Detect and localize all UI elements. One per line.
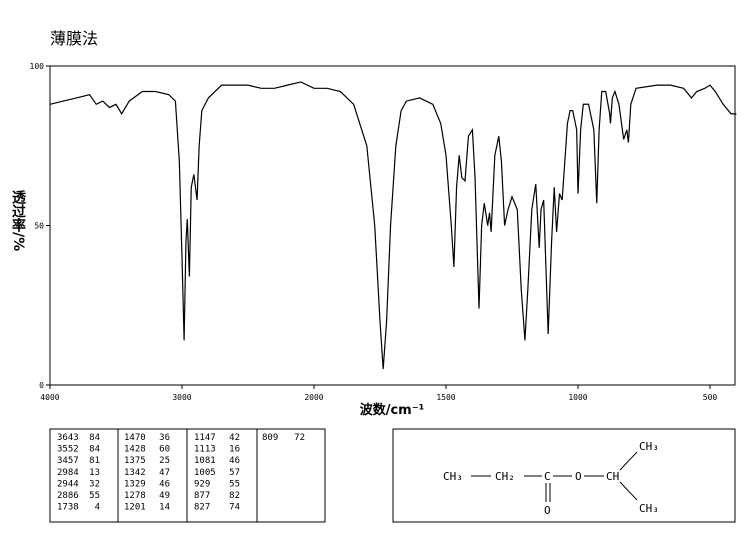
atom: CH₃ — [639, 502, 659, 515]
peak-wavenumber: 1428 — [124, 445, 146, 455]
peak-transmittance: 81 — [89, 456, 100, 466]
peak-wavenumber: 1147 — [194, 433, 216, 443]
peak-transmittance: 55 — [229, 479, 240, 489]
peak-transmittance: 4 — [95, 503, 100, 513]
peak-wavenumber: 1278 — [124, 491, 146, 501]
peak-transmittance: 60 — [159, 445, 170, 455]
atom: CH — [606, 470, 619, 483]
atom: O — [575, 470, 582, 483]
peak-wavenumber: 2984 — [57, 468, 79, 478]
peak-wavenumber: 809 — [262, 433, 278, 443]
x-tick-label: 3000 — [172, 393, 191, 402]
atom: CH₃ — [639, 440, 659, 453]
peak-wavenumber: 1081 — [194, 456, 216, 466]
atom: C — [544, 470, 551, 483]
y-axis-label: 透过率/% — [10, 190, 26, 251]
peak-transmittance: 46 — [229, 456, 240, 466]
y-tick-label: 100 — [30, 62, 45, 71]
plot-frame — [49, 65, 736, 386]
peak-transmittance: 46 — [159, 479, 170, 489]
peak-wavenumber: 877 — [194, 491, 210, 501]
peak-transmittance: 42 — [229, 433, 240, 443]
bond — [619, 451, 638, 471]
x-axis-label: 波数/cm⁻¹ — [360, 402, 425, 418]
peak-transmittance: 32 — [89, 479, 100, 489]
peak-transmittance: 74 — [229, 503, 240, 513]
x-tick-label: 1000 — [568, 393, 587, 402]
peak-wavenumber: 3457 — [57, 456, 79, 466]
peak-transmittance: 84 — [89, 445, 100, 455]
peak-transmittance: 16 — [229, 445, 240, 455]
peak-wavenumber: 1470 — [124, 433, 146, 443]
atom: O — [544, 504, 551, 517]
peak-wavenumber: 1005 — [194, 468, 216, 478]
peak-transmittance: 55 — [89, 491, 100, 501]
peak-wavenumber: 2944 — [57, 479, 79, 489]
peak-transmittance: 47 — [159, 468, 170, 478]
peak-wavenumber: 1113 — [194, 445, 216, 455]
peak-wavenumber: 1201 — [124, 503, 146, 513]
peak-transmittance: 82 — [229, 491, 240, 501]
peak-transmittance: 84 — [89, 433, 100, 443]
spectrum-line — [49, 81, 737, 370]
x-tick-label: 2000 — [304, 393, 323, 402]
y-tick-label: 0 — [39, 381, 44, 390]
structure-frame — [392, 428, 736, 523]
peak-wavenumber: 3552 — [57, 445, 79, 455]
peak-wavenumber: 3643 — [57, 433, 79, 443]
peak-transmittance: 25 — [159, 456, 170, 466]
peak-transmittance: 13 — [89, 468, 100, 478]
peak-wavenumber: 2886 — [57, 491, 79, 501]
peak-wavenumber: 1375 — [124, 456, 146, 466]
y-tick-label: 50 — [34, 222, 44, 231]
x-tick-label: 4000 — [40, 393, 59, 402]
atom: CH₂ — [495, 470, 515, 483]
atom: CH₃ — [443, 470, 463, 483]
peak-wavenumber: 1738 — [57, 503, 79, 513]
peak-wavenumber: 929 — [194, 479, 210, 489]
peak-wavenumber: 827 — [194, 503, 210, 513]
peak-wavenumber: 1342 — [124, 468, 146, 478]
bond — [619, 481, 638, 501]
peak-transmittance: 36 — [159, 433, 170, 443]
x-tick-label: 500 — [703, 393, 718, 402]
peak-transmittance: 72 — [294, 433, 305, 443]
peak-transmittance: 49 — [159, 491, 170, 501]
peak-transmittance: 14 — [159, 503, 170, 513]
peak-wavenumber: 1329 — [124, 479, 146, 489]
x-tick-label: 1500 — [436, 393, 455, 402]
chart-title: 薄膜法 — [50, 29, 98, 48]
peak-transmittance: 57 — [229, 468, 240, 478]
structure: CH₃ CH₂ C O CH CH₃ CH₃ O — [443, 440, 659, 517]
